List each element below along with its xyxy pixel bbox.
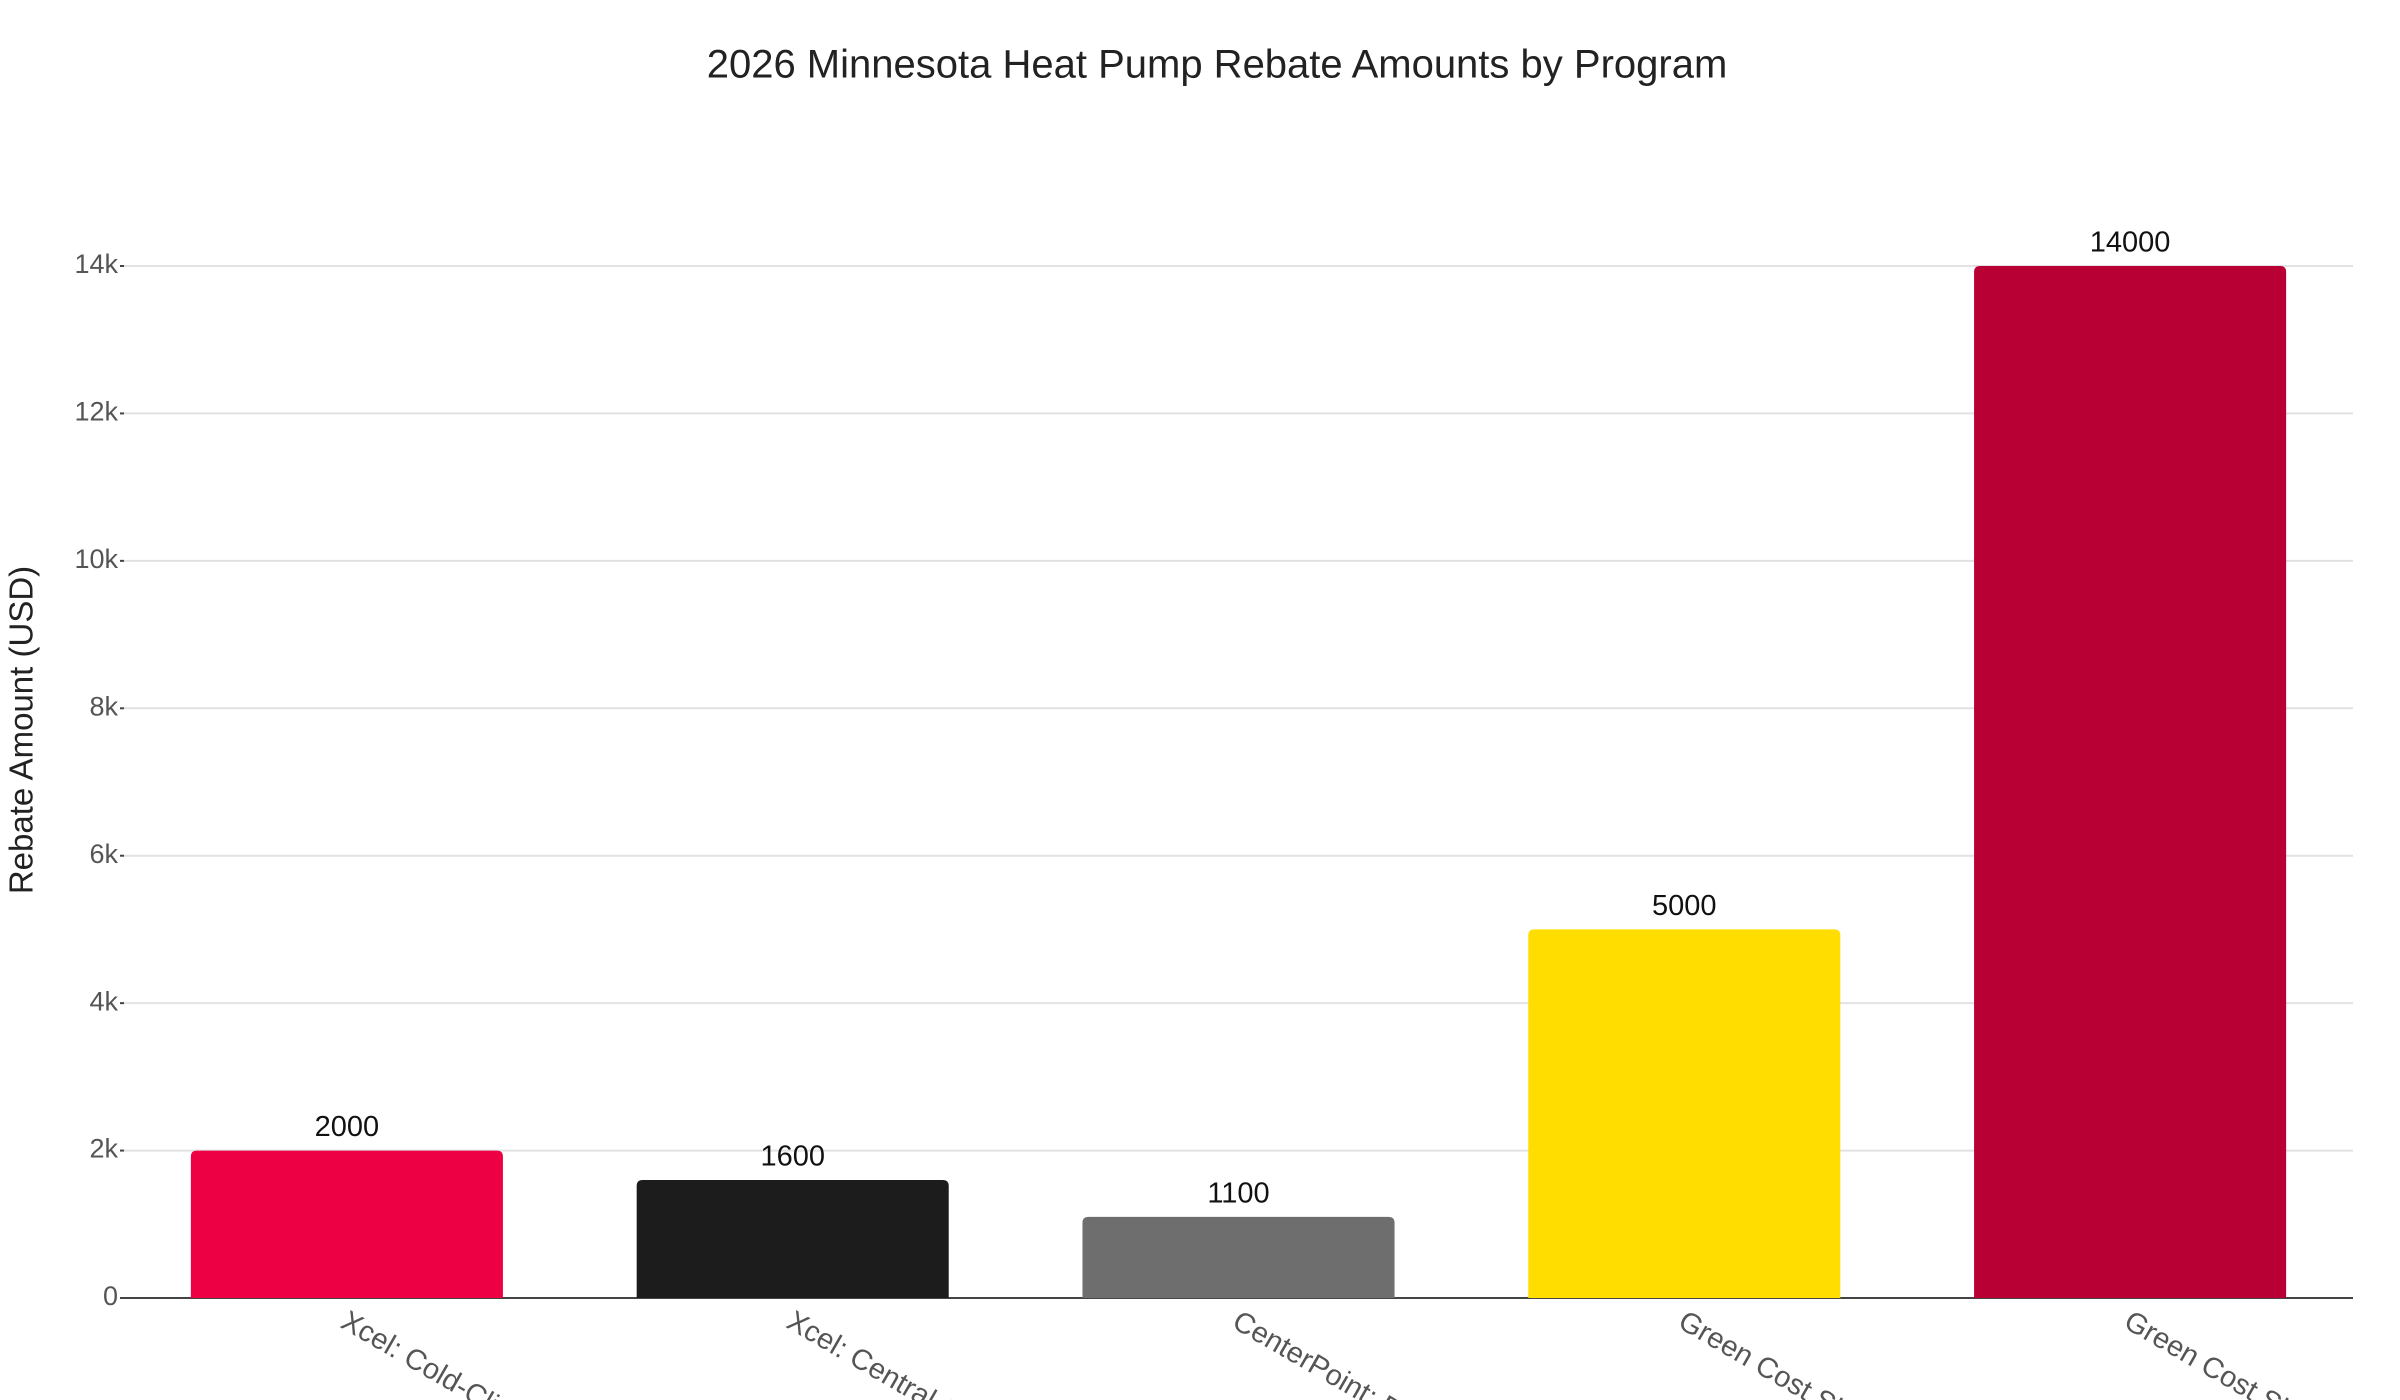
y-tick-label: 8k	[89, 691, 118, 721]
y-tick-label: 0	[103, 1281, 118, 1311]
data-label: 2000	[315, 1111, 380, 1143]
y-tick-label: 12k	[74, 397, 118, 427]
x-tick-label: Xcel: Cold-Clim	[336, 1305, 525, 1400]
y-tick-label: 6k	[89, 839, 118, 869]
x-tick-label: Xcel: Central AS	[781, 1305, 980, 1400]
y-tick-label: 2k	[89, 1134, 118, 1164]
bar	[1974, 266, 2287, 1298]
x-tick-label: CenterPoint: D	[1227, 1305, 1408, 1400]
y-tick-label: 4k	[89, 986, 118, 1016]
bar	[636, 1180, 949, 1298]
data-label: 5000	[1652, 890, 1717, 922]
x-tick-label: Green Cost Sha	[2119, 1305, 2316, 1400]
y-tick-label: 10k	[74, 544, 118, 574]
chart-title: 2026 Minnesota Heat Pump Rebate Amounts …	[707, 43, 1728, 87]
y-axis-title: Rebate Amount (USD)	[3, 566, 40, 894]
y-tick-label: 14k	[74, 249, 118, 279]
bar	[190, 1150, 503, 1298]
data-label: 14000	[2090, 227, 2171, 259]
x-tick-label: Green Cost Sha	[1673, 1305, 1870, 1400]
data-label: 1100	[1207, 1178, 1269, 1210]
bar	[1528, 929, 1841, 1298]
data-label: 1600	[760, 1141, 825, 1173]
bar	[1082, 1216, 1395, 1298]
